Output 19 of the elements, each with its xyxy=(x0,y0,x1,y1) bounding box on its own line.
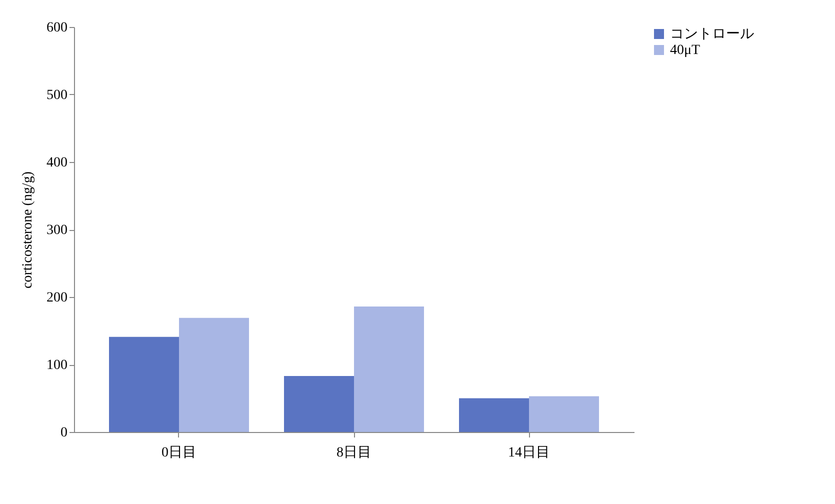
y-tick-label: 600 xyxy=(46,20,68,36)
legend-label: コントロール xyxy=(670,27,754,42)
bar xyxy=(354,306,424,432)
x-tick-label: 0日目 xyxy=(162,446,196,460)
bar xyxy=(459,398,529,432)
y-tick-label: 100 xyxy=(46,358,68,373)
x-tick-label: 8日目 xyxy=(336,446,372,460)
y-tick-label: 300 xyxy=(46,223,68,238)
y-tick-label: 400 xyxy=(46,156,68,170)
y-tick-label: 200 xyxy=(46,290,68,306)
legend-label: 40μT xyxy=(670,43,701,58)
bar xyxy=(179,318,249,432)
x-tick-label: 14日目 xyxy=(508,446,550,460)
y-tick-label: 500 xyxy=(46,88,68,103)
bar xyxy=(529,396,599,432)
bar xyxy=(284,376,354,432)
y-axis-title: corticosterone (ng/g) xyxy=(20,171,36,289)
y-tick-label: 0 xyxy=(60,426,68,440)
bar xyxy=(109,336,179,432)
